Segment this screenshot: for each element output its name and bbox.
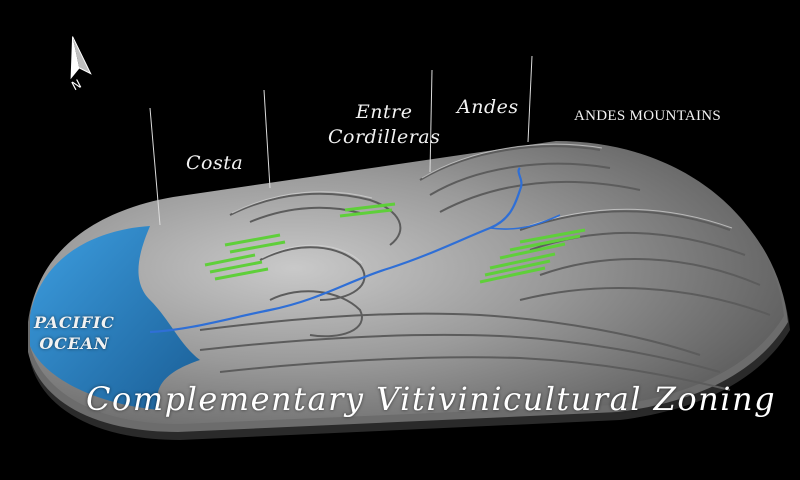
zone-pointer-lines bbox=[149, 55, 533, 226]
vineyard-entre-cordilleras bbox=[339, 202, 396, 218]
north-arrow-icon bbox=[70, 36, 92, 80]
zone-label-andes-mountains: ANDES MOUNTAINS bbox=[574, 108, 722, 124]
pacific-ocean bbox=[30, 226, 200, 410]
vineyard-costa bbox=[204, 233, 286, 281]
zone-label-entre-cordilleras: Entre Cordilleras bbox=[328, 100, 440, 150]
terrain-highlights bbox=[231, 143, 733, 264]
river-tributary bbox=[489, 214, 561, 230]
zone-label-andes: Andes bbox=[457, 96, 519, 118]
diagram-caption: Complementary Vitivinicultural Zoning bbox=[86, 380, 777, 418]
ocean-label: PACIFIC OCEAN bbox=[34, 312, 115, 354]
zone-label-entre-line2: Cordilleras bbox=[328, 126, 441, 148]
ocean-label-line1: PACIFIC bbox=[34, 313, 115, 332]
vineyard-andes bbox=[479, 228, 586, 284]
river bbox=[149, 167, 523, 334]
ocean-label-line2: OCEAN bbox=[39, 334, 110, 353]
zone-label-costa: Costa bbox=[186, 152, 244, 174]
zone-label-entre-line1: Entre bbox=[355, 101, 413, 123]
